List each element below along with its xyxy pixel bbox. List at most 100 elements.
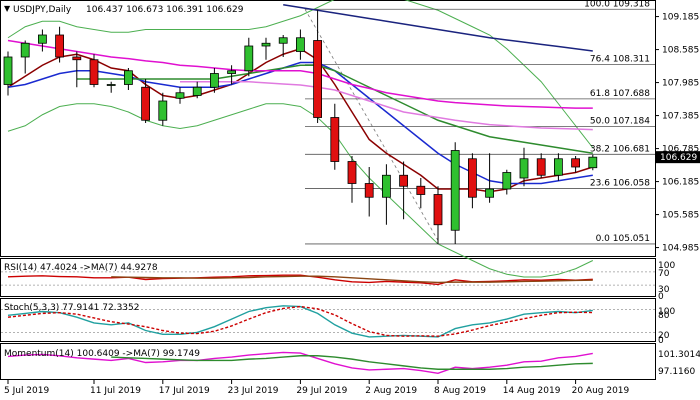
y-tick-label: 20 <box>658 331 670 341</box>
y-tick-label: 107.385 <box>662 112 699 122</box>
fib-level-label: 50.0 107.184 <box>590 117 650 127</box>
x-tick-label: 8 Aug 2019 <box>434 386 486 396</box>
candle-body <box>106 84 116 86</box>
moving-average-line <box>76 64 593 154</box>
candle-body <box>227 70 237 74</box>
y-tick-label: 100 <box>658 307 675 317</box>
symbol-icon: ▼ <box>4 4 11 13</box>
rsi-pane <box>0 258 656 297</box>
y-tick-label: 106.185 <box>662 178 699 188</box>
candle-body <box>554 158 563 176</box>
moving-average-line <box>283 4 593 52</box>
y-tick-label: 80 <box>658 311 670 321</box>
momentum-pane <box>0 343 656 380</box>
x-tick-label: 23 Jul 2019 <box>228 386 279 396</box>
candle-body <box>399 174 409 187</box>
candle-body <box>278 37 288 44</box>
stoch-pane <box>0 298 656 342</box>
candle-body <box>175 92 185 99</box>
stoch-plot <box>1 305 655 338</box>
candle-body <box>192 86 202 96</box>
candle-body <box>519 158 529 179</box>
candle-body <box>3 56 13 85</box>
candle-body <box>20 42 30 58</box>
fib-level-label: 0.0 105.051 <box>596 234 650 244</box>
moving-average-line <box>7 39 593 109</box>
main-plot: 100.0 109.318 76.4 108.311 61.8 107.688 50.… <box>3 0 655 278</box>
momentum-header: Momentum(14) 100.6409 ->MA(7) 99.1749 <box>4 349 200 359</box>
candle-body <box>89 59 99 85</box>
fib-level-label: 61.8 107.688 <box>590 89 650 99</box>
indicator-line <box>111 355 593 370</box>
chart-title: USDJPY,Daily <box>13 5 72 15</box>
candle-body <box>381 174 391 198</box>
candle-body <box>364 183 374 198</box>
candle-body <box>571 158 580 168</box>
candle-body <box>416 185 426 195</box>
y-tick-label: 109.185 <box>662 13 699 23</box>
y-tick-label: 104.985 <box>662 244 699 254</box>
ohlc-header: 106.437 106.673 106.391 106.629 <box>86 5 244 15</box>
indicator-line <box>7 351 593 375</box>
y-tick-label: 100 <box>658 261 675 271</box>
x-tick-label: 2 Aug 2019 <box>365 386 417 396</box>
candle-body <box>485 188 495 198</box>
x-tick-label: 11 Jul 2019 <box>90 386 141 396</box>
candle-body <box>244 45 254 72</box>
moving-average-line <box>7 61 593 185</box>
indicator-line <box>7 274 593 286</box>
candle-body <box>347 161 357 184</box>
candle-body <box>295 37 305 52</box>
y-tick-label: 108.585 <box>662 46 699 56</box>
candle-body <box>158 100 168 121</box>
candle-body <box>124 70 133 85</box>
candle-body <box>313 40 323 118</box>
axes: 109.185 108.585 107.985 107.385 106.785 106.1… <box>4 13 700 396</box>
stoch-header: Stoch(5,3,3) 77.9141 72.3352 <box>4 303 139 313</box>
candle-body <box>450 150 460 231</box>
bollinger-lower-line <box>7 103 594 278</box>
rsi-header: RSI(14) 47.4024 ->MA(7) 44.9278 <box>4 263 158 273</box>
candle-body <box>141 86 151 121</box>
y-tick-label: 105.585 <box>662 211 699 221</box>
candle-body <box>502 172 512 190</box>
y-tick-label: 0 <box>658 336 664 346</box>
fib-level-label: 100.0 109.318 <box>584 0 650 9</box>
x-tick-label: 29 Jul 2019 <box>296 386 347 396</box>
candle-body <box>209 73 219 88</box>
x-tick-label: 20 Aug 2019 <box>572 386 630 396</box>
indicator-line <box>7 305 593 337</box>
indicator-line <box>7 305 593 338</box>
candle-body <box>588 156 598 169</box>
y-tick-label: 101.3014 <box>658 350 700 360</box>
y-tick-label: 70 <box>658 269 670 279</box>
moving-average-line <box>180 81 593 131</box>
x-tick-label: 17 Jul 2019 <box>159 386 210 396</box>
y-tick-label: 106.785 <box>662 145 699 155</box>
y-tick-label: 0 <box>658 292 664 302</box>
candle-body <box>536 158 546 176</box>
fib-level-label: 38.2 106.681 <box>590 144 650 154</box>
momentum-plot <box>7 351 593 375</box>
y-tick-label: 107.985 <box>662 79 699 89</box>
candle-body <box>55 34 64 58</box>
candle-body <box>433 194 443 226</box>
main-pane <box>0 0 656 257</box>
y-tick-label: 97.1160 <box>658 367 695 377</box>
candle-body <box>467 158 477 198</box>
bollinger-upper-line <box>7 0 594 149</box>
fib-level-label: 23.6 106.058 <box>590 179 650 189</box>
last-price-tag <box>656 151 700 164</box>
indicator-line <box>111 275 593 284</box>
x-tick-label: 5 Jul 2019 <box>4 386 49 396</box>
rsi-plot <box>1 271 655 286</box>
x-tick-label: 14 Aug 2019 <box>503 386 561 396</box>
candle-body <box>330 117 340 162</box>
candle-body <box>38 34 47 44</box>
y-tick-label: 30 <box>658 285 670 295</box>
candle-body <box>261 42 271 47</box>
last-price-label: 106.629 <box>660 153 697 163</box>
fib-level-label: 76.4 108.311 <box>590 55 650 65</box>
candle-body <box>72 56 82 61</box>
